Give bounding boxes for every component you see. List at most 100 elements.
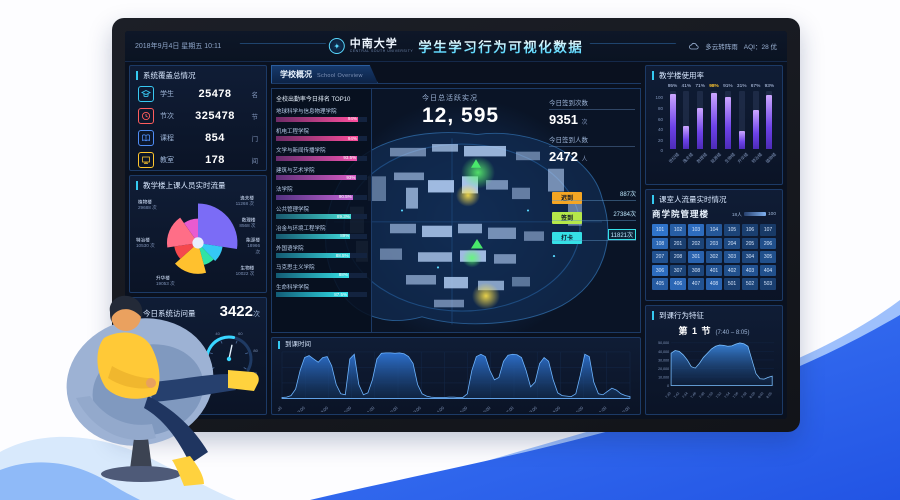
- dashboard-screen: 2018年9月4日 星期五 10:11 ✦ 中南大学 CENTRAL SOUTH…: [125, 31, 787, 419]
- stat-unit: 名: [251, 92, 259, 100]
- room-cell: 401: [706, 264, 722, 277]
- classroom-icon: [138, 152, 154, 169]
- room-cell: 408: [706, 278, 722, 290]
- svg-text:21:00: 21:00: [596, 405, 608, 412]
- top10-row: 马克思主义学院 88%: [276, 263, 367, 278]
- room-cell: 301: [688, 251, 704, 263]
- svg-text:14:00: 14:00: [434, 405, 446, 412]
- room-cell: 406: [670, 278, 686, 290]
- svg-text:10,000: 10,000: [658, 376, 669, 380]
- usage-bar: 71% 数理楼: [695, 84, 708, 165]
- room-cell: 106: [742, 224, 758, 236]
- panel-title: 到课时间: [278, 341, 634, 350]
- svg-text:0: 0: [667, 384, 669, 388]
- usage-bar: 95% 世纪楼: [667, 84, 681, 165]
- room-heat-grid: 101 102 103 104 105 106 107 108 201 202 203 204 205 2…: [652, 224, 776, 290]
- map-arrow-marker: [471, 159, 481, 168]
- room-cell: 105: [724, 224, 740, 236]
- room-cell: 502: [742, 278, 758, 290]
- building-flow-rose-chart: 植物楼 29688 次 逸夫楼 11268 次数理楼 8568 次能源楼 18966 次生…: [136, 194, 260, 288]
- top10-row: 文学与新闻传播学院 93.5%: [276, 146, 367, 161]
- pie-label: 能源楼 18966 次: [246, 238, 260, 256]
- panel-attendance-top10: 全校出勤率今日排名 TOP10 地球科学与信息物理学院 94% 机电工程学院 94% 文…: [272, 89, 372, 332]
- stat-unit: 间: [251, 158, 259, 166]
- map-legend-item[interactable]: 打卡 11821次: [552, 227, 636, 244]
- room-cell: 303: [724, 251, 740, 263]
- top10-row: 机电工程学院 94%: [276, 127, 367, 141]
- stat-value: 178: [205, 154, 225, 167]
- checkin-count-value: 9351: [549, 112, 578, 127]
- legend-min: 18人: [731, 212, 742, 218]
- svg-text:7:44: 7:44: [681, 392, 688, 400]
- university-logo-icon: ✦: [328, 38, 345, 54]
- top10-row: 地球科学与信息物理学院 94%: [276, 107, 367, 122]
- stat-value: 25478: [198, 88, 232, 101]
- room-cell: 208: [670, 251, 686, 263]
- top10-row: 外国语学院 88.5%: [276, 244, 367, 258]
- room-cell: 305: [760, 251, 776, 263]
- room-cell: 206: [760, 237, 776, 250]
- clock-icon: [138, 108, 154, 125]
- svg-text:7:52: 7:52: [715, 392, 722, 400]
- tab-sublabel: School Overview: [317, 73, 363, 79]
- stat-sessions: 节次 325478 节: [138, 108, 259, 125]
- building-usage-chart: 100 80 60 40 20 0 95% 世纪楼 41% 逸夫楼 71% 数理楼 98% 能源楼 91%…: [655, 84, 778, 165]
- campus-map: 全校出勤率今日排名 TOP10 地球科学与信息物理学院 94% 机电工程学院 94% 文…: [271, 88, 641, 333]
- room-cell: 204: [724, 237, 740, 250]
- usage-bar: 31% 升华楼: [736, 84, 750, 165]
- svg-text:16:00: 16:00: [480, 405, 492, 412]
- room-cell: 404: [760, 264, 776, 277]
- panel-arrival-time: 到课时间 7:00 8:00 9:00 10:00 11:00 12:00 13:00 14:…: [271, 337, 641, 415]
- stat-value: 854: [205, 132, 225, 145]
- room-cell: 102: [670, 224, 686, 236]
- panel-title: 课室人流量实时情况: [652, 195, 776, 205]
- room-cell: 108: [652, 237, 668, 250]
- stat-courses: 课程 854 门: [138, 130, 258, 147]
- svg-text:7:48: 7:48: [698, 392, 705, 400]
- svg-text:7:56: 7:56: [732, 392, 739, 400]
- usage-bar: 91% 生物楼: [723, 84, 736, 165]
- checkin-stats: 今日签到次数 9351 次 今日签到人数 2472 人: [549, 97, 635, 171]
- svg-text:20:00: 20:00: [573, 405, 585, 412]
- stat-label: 节次: [160, 113, 174, 121]
- room-cell: 307: [670, 264, 686, 277]
- room-cell: 107: [760, 224, 776, 236]
- map-legend-item[interactable]: 签到 27384次: [552, 207, 636, 224]
- map-legend: 迟到 887次 签到 27384次 打卡 11821次: [552, 187, 636, 247]
- weather-icon: [689, 42, 699, 50]
- svg-text:8:05: 8:05: [766, 392, 773, 400]
- room-cell: 201: [670, 237, 686, 250]
- stat-value: 325478: [195, 110, 235, 123]
- svg-text:7:50: 7:50: [707, 392, 714, 400]
- svg-text:30,000: 30,000: [658, 359, 669, 363]
- svg-text:9:00: 9:00: [320, 405, 330, 412]
- tab-school-overview[interactable]: 学校概况 School Overview: [271, 65, 378, 83]
- panel-building-flow: 教学楼上课人员实时流量 植物楼 29688 次 逸夫楼 11268 次数理楼 8568 …: [129, 175, 267, 293]
- svg-text:22:00: 22:00: [620, 405, 632, 412]
- pie-label: 数理楼 8568 次: [239, 218, 256, 230]
- stat-unit: 节: [251, 114, 259, 122]
- tab-label: 学校概况: [280, 70, 312, 79]
- svg-text:50,000: 50,000: [658, 342, 669, 346]
- checkin-count-unit: 次: [581, 120, 588, 126]
- svg-text:11:00: 11:00: [365, 405, 376, 412]
- svg-text:7:00: 7:00: [278, 405, 283, 412]
- stat-classrooms: 教室 178 间: [138, 152, 259, 169]
- panel-title: 系统覆盖总情况: [136, 71, 260, 81]
- classroom-heat-legend: 18人 100: [732, 211, 776, 218]
- top10-row: 建筑与艺术学院 93%: [276, 166, 367, 180]
- room-cell: 302: [706, 251, 722, 263]
- panel-system-coverage: 系统覆盖总情况 学生 25478 名 节次 325478 节 课程 854: [129, 65, 267, 171]
- top10-row: 生命科学学院 87.5%: [276, 283, 367, 297]
- svg-text:15:00: 15:00: [457, 405, 469, 412]
- svg-text:18:00: 18:00: [527, 405, 539, 412]
- room-cell: 503: [760, 278, 776, 290]
- svg-text:80: 80: [253, 348, 258, 353]
- tv-frame: 2018年9月4日 星期五 10:11 ✦ 中南大学 CENTRAL SOUTH…: [112, 18, 800, 432]
- header-datetime: 2018年9月4日 星期五 10:11: [135, 43, 222, 50]
- map-legend-item[interactable]: 迟到 887次: [552, 187, 636, 204]
- panel-title: 教学楼使用率: [652, 71, 776, 81]
- svg-text:10:00: 10:00: [341, 405, 353, 412]
- svg-text:7:46: 7:46: [690, 392, 697, 400]
- room-cell: 304: [742, 251, 758, 263]
